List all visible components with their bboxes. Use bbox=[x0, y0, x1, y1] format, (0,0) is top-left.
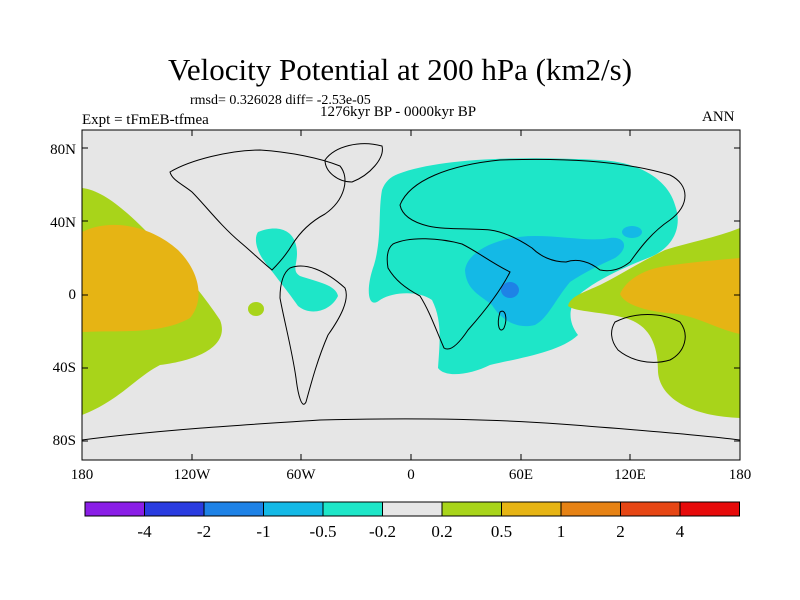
colorbar-swatch bbox=[84, 501, 145, 517]
region-moderate-positive-pacific bbox=[82, 224, 199, 332]
stats-line: rmsd= 0.326028 diff= -2.53e-05 bbox=[190, 93, 371, 108]
region-weak-negative-americas bbox=[255, 228, 338, 312]
axis-ticks bbox=[81, 130, 741, 460]
map-field bbox=[82, 130, 740, 460]
colorbar-swatch bbox=[560, 501, 621, 517]
colorbar-label: 1 bbox=[556, 522, 566, 541]
colorbar-swatch bbox=[501, 501, 562, 517]
region-moderate-negative-china bbox=[622, 226, 642, 238]
coastline-greenland bbox=[324, 143, 383, 183]
x-tick-label: 120W bbox=[173, 467, 211, 483]
colorbar-label: -1 bbox=[256, 522, 271, 541]
region-strong-negative-east-africa bbox=[501, 282, 519, 298]
coastline-north-america bbox=[169, 149, 346, 271]
colorbar-label: 0.2 bbox=[431, 522, 453, 541]
y-tick-label: 80N bbox=[50, 142, 76, 158]
x-tick-label: 60E bbox=[508, 467, 534, 483]
colorbar-swatch bbox=[620, 501, 681, 517]
coastline-antarctica bbox=[82, 418, 740, 441]
experiment-label: Expt = tFmEB-tfmea bbox=[82, 112, 209, 128]
period-label: 1276kyr BP - 0000kyr BP bbox=[320, 104, 477, 120]
y-tick-label: 80S bbox=[52, 433, 76, 449]
season-label: ANN bbox=[702, 109, 735, 125]
colorbar bbox=[84, 501, 740, 517]
coastline-madagascar bbox=[497, 310, 507, 331]
x-tick-label: 120E bbox=[614, 467, 646, 483]
x-tick-label: 60W bbox=[286, 467, 316, 483]
coastline-south-america bbox=[279, 265, 347, 405]
coastlines bbox=[82, 143, 740, 441]
x-tick-label: 180 bbox=[70, 467, 94, 483]
y-tick-label: 0 bbox=[68, 287, 77, 303]
region-weak-positive-pacific-small bbox=[248, 302, 264, 316]
coastline-eurasia bbox=[399, 158, 686, 272]
colorbar-label: 2 bbox=[616, 522, 625, 541]
x-tick-label: 0 bbox=[407, 467, 415, 483]
colorbar-label: -4 bbox=[137, 522, 152, 541]
region-moderate-positive-west-pacific bbox=[620, 258, 740, 334]
map-title: Velocity Potential at 200 hPa (km2/s) bbox=[167, 52, 633, 87]
colorbar-swatch bbox=[441, 501, 502, 517]
y-tick-label: 40N bbox=[50, 215, 76, 231]
coastline-africa bbox=[386, 238, 511, 350]
colorbar-swatch bbox=[322, 501, 383, 517]
colorbar-label: 0.5 bbox=[490, 522, 513, 541]
colorbar-label: -0.5 bbox=[309, 522, 337, 541]
colorbar-swatch bbox=[679, 501, 740, 517]
y-tick-label: 40S bbox=[52, 360, 76, 376]
colorbar-label: 4 bbox=[675, 522, 685, 541]
colorbar-label: -0.2 bbox=[369, 522, 396, 541]
region-moderate-negative-africa-india bbox=[465, 236, 625, 327]
coastline-australia bbox=[611, 314, 686, 363]
colorbar-swatch bbox=[203, 501, 264, 517]
colorbar-swatch bbox=[382, 501, 443, 517]
colorbar-swatch bbox=[263, 501, 324, 517]
colorbar-label: -2 bbox=[196, 522, 212, 541]
x-tick-label: 180 bbox=[728, 467, 752, 483]
colorbar-swatch bbox=[144, 501, 205, 517]
